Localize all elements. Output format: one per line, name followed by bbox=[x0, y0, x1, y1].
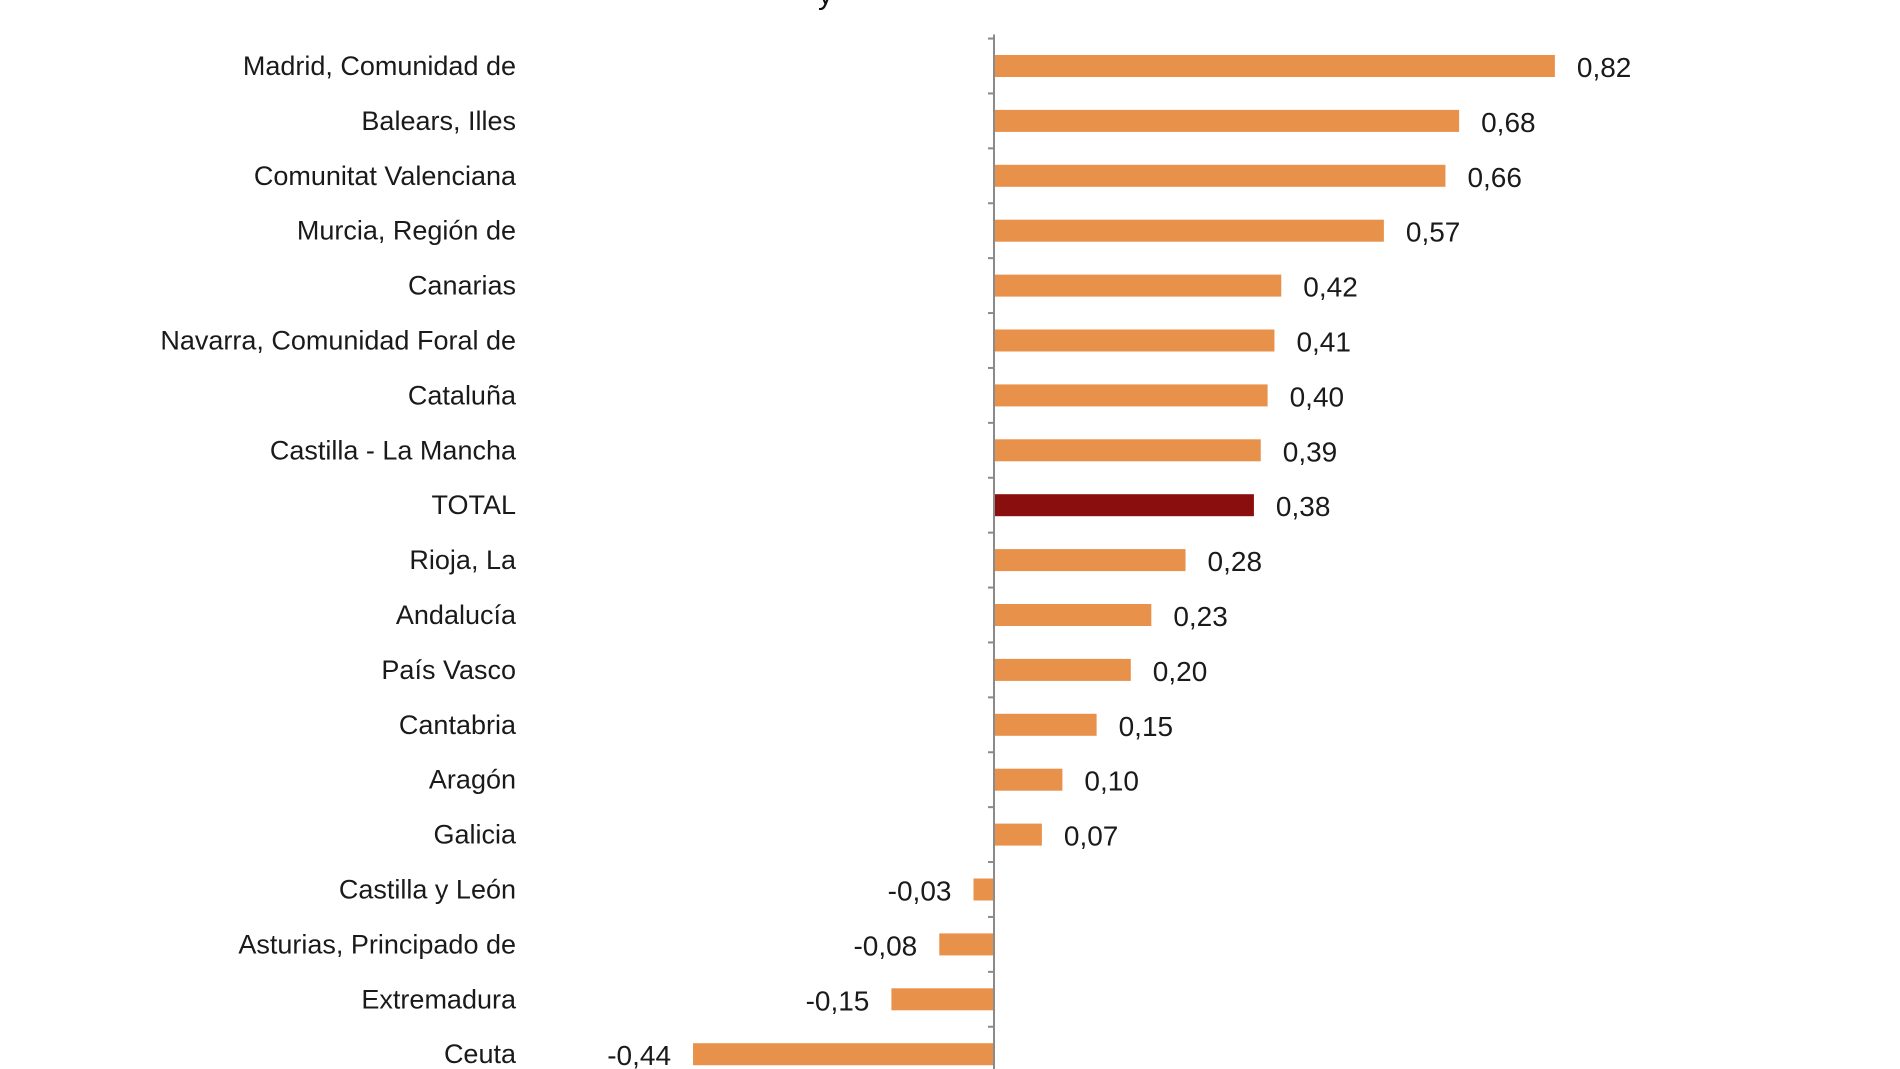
category-label: Asturias, Principado de bbox=[238, 929, 516, 959]
data-label: 0,23 bbox=[1173, 601, 1228, 632]
category-label: País Vasco bbox=[381, 655, 516, 685]
bar bbox=[891, 988, 994, 1011]
data-label: 0,07 bbox=[1064, 821, 1119, 852]
bar bbox=[994, 274, 1282, 297]
category-label: Aragón bbox=[429, 765, 516, 795]
category-labels: Madrid, Comunidad de Balears, Illes Comuni… bbox=[160, 51, 517, 1069]
data-label: -0,03 bbox=[888, 876, 952, 907]
bar bbox=[994, 109, 1460, 132]
data-label: 0,42 bbox=[1303, 272, 1358, 303]
data-label: 0,20 bbox=[1153, 656, 1208, 687]
bar bbox=[994, 604, 1152, 626]
bar bbox=[994, 219, 1384, 242]
category-label: Cataluña bbox=[408, 380, 517, 410]
data-label: 0,10 bbox=[1084, 766, 1139, 797]
category-label: TOTAL bbox=[431, 490, 516, 520]
data-label: -0,44 bbox=[607, 1040, 671, 1069]
value-labels: 0,82 0,68 0,660,57 0,42 0,41 0,40 0,39 0,38 0,28… bbox=[607, 52, 1631, 1069]
bar bbox=[994, 713, 1097, 736]
data-label: 0,41 bbox=[1296, 327, 1351, 358]
bar bbox=[994, 549, 1186, 572]
category-label: Rioja, La bbox=[409, 545, 517, 575]
data-label: 0,28 bbox=[1208, 546, 1263, 577]
bar bbox=[693, 1043, 994, 1066]
category-label: Cantabria bbox=[399, 710, 517, 740]
data-label: 0,57 bbox=[1406, 217, 1461, 248]
data-label: 0,39 bbox=[1283, 436, 1338, 467]
category-label: Andalucía bbox=[396, 600, 517, 630]
category-label: Madrid, Comunidad de bbox=[243, 51, 516, 81]
data-label: -0,15 bbox=[806, 985, 870, 1016]
data-label: 0,15 bbox=[1119, 711, 1174, 742]
bar bbox=[994, 329, 1275, 352]
data-label: 0,66 bbox=[1467, 162, 1522, 193]
bars-group bbox=[693, 55, 1555, 1066]
bar bbox=[994, 439, 1261, 462]
category-label: Murcia, Región de bbox=[297, 216, 516, 246]
category-label: Galicia bbox=[433, 820, 517, 850]
category-label: Balears, Illes bbox=[361, 106, 516, 136]
category-label: Castilla y León bbox=[339, 875, 516, 905]
bar bbox=[994, 164, 1446, 187]
y-axis bbox=[988, 34, 995, 1069]
bar bbox=[994, 823, 1042, 846]
bar bbox=[939, 933, 994, 956]
data-label: 0,38 bbox=[1276, 491, 1331, 522]
category-label: Ceuta bbox=[444, 1039, 517, 1069]
chart-title-fragment: y bbox=[818, 0, 833, 11]
data-label: 0,40 bbox=[1290, 381, 1345, 412]
bar-total bbox=[994, 494, 1254, 517]
category-label: Canarias bbox=[408, 271, 516, 301]
bar bbox=[994, 658, 1131, 681]
data-label: -0,08 bbox=[853, 930, 917, 961]
category-label: Extremadura bbox=[361, 984, 517, 1014]
category-label: Castilla - La Mancha bbox=[270, 435, 517, 465]
data-label: 0,68 bbox=[1481, 107, 1536, 138]
category-label: Navarra, Comunidad Foral de bbox=[160, 326, 516, 356]
category-label: Comunitat Valenciana bbox=[254, 161, 517, 191]
bar bbox=[994, 55, 1555, 77]
data-label: 0,82 bbox=[1577, 52, 1632, 83]
bar bbox=[994, 768, 1063, 791]
bar bbox=[973, 878, 994, 901]
bar bbox=[994, 384, 1268, 407]
